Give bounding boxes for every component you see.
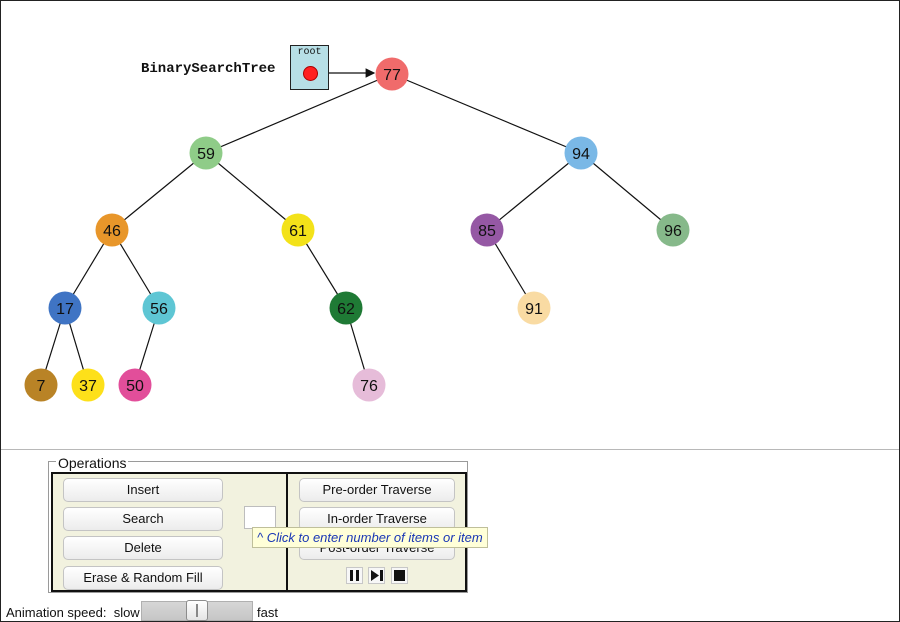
root-label: root xyxy=(297,47,322,58)
speed-slider-thumb[interactable] xyxy=(186,600,208,621)
tree-node-circle xyxy=(95,213,129,247)
structure-title: BinarySearchTree xyxy=(141,61,276,77)
input-tooltip: ^ Click to enter number of items or item xyxy=(252,527,488,548)
tree-node-circle xyxy=(564,136,598,170)
tree-node-label: 59 xyxy=(197,146,215,163)
stop-button[interactable] xyxy=(391,567,408,584)
tree-node-label: 77 xyxy=(383,67,401,84)
tree-canvas: 77 59 94 46 61 85 96 17 56 62 91 7 37 50 76 xyxy=(1,1,899,449)
tree-node-label: 50 xyxy=(126,378,144,395)
tree-node-circle xyxy=(48,291,82,325)
tree-node-label: 61 xyxy=(289,223,307,240)
tree-node-label: 85 xyxy=(478,223,496,240)
animation-speed-label: Animation speed: slow xyxy=(6,605,140,620)
item-input[interactable] xyxy=(244,506,276,529)
tree-node-circle xyxy=(71,368,105,402)
tree-node-label: 17 xyxy=(56,301,74,318)
pause-button[interactable] xyxy=(346,567,363,584)
preorder-traverse-button[interactable]: Pre-order Traverse xyxy=(299,478,455,502)
pause-icon xyxy=(350,570,359,581)
tree-node-label: 96 xyxy=(664,223,682,240)
tree-node-77[interactable]: 77 xyxy=(375,57,409,91)
tree-node-circle xyxy=(375,57,409,91)
tree-node-circle xyxy=(517,291,551,325)
tree-node-label: 94 xyxy=(572,146,590,163)
erase-random-fill-button[interactable]: Erase & Random Fill xyxy=(63,566,223,590)
tree-node-62[interactable]: 62 xyxy=(329,291,363,325)
speed-slow-label: slow xyxy=(113,605,140,620)
insert-button[interactable]: Insert xyxy=(63,478,223,502)
tree-node-circle xyxy=(470,213,504,247)
root-pointer-dot xyxy=(303,66,318,81)
tree-node-label: 7 xyxy=(37,378,46,395)
tree-node-label: 91 xyxy=(525,301,543,318)
tree-node-46[interactable]: 46 xyxy=(95,213,129,247)
tree-edge-94-96 xyxy=(580,152,674,231)
tree-node-circle xyxy=(142,291,176,325)
tree-node-label: 37 xyxy=(79,378,97,395)
delete-button[interactable]: Delete xyxy=(63,536,223,560)
tree-node-circle xyxy=(24,368,58,402)
tree-node-circle xyxy=(329,291,363,325)
tree-node-37[interactable]: 37 xyxy=(71,368,105,402)
tree-edge-59-61 xyxy=(205,152,299,231)
step-button[interactable] xyxy=(368,567,385,584)
stop-icon xyxy=(394,570,405,581)
tree-edge-59-46 xyxy=(111,152,207,231)
tree-node-circle xyxy=(118,368,152,402)
tree-node-circle xyxy=(656,213,690,247)
tree-node-85[interactable]: 85 xyxy=(470,213,504,247)
tree-node-76[interactable]: 76 xyxy=(352,368,386,402)
tree-node-label: 56 xyxy=(150,301,168,318)
speed-title: Animation speed: xyxy=(6,605,107,620)
tree-node-17[interactable]: 17 xyxy=(48,291,82,325)
tree-edge-77-94 xyxy=(391,73,582,154)
tree-node-circle xyxy=(189,136,223,170)
tree-edge-77-59 xyxy=(205,73,393,154)
tree-node-7[interactable]: 7 xyxy=(24,368,58,402)
search-button[interactable]: Search xyxy=(63,507,223,531)
tree-node-96[interactable]: 96 xyxy=(656,213,690,247)
step-icon xyxy=(370,570,383,581)
tree-node-label: 76 xyxy=(360,378,378,395)
operations-legend: Operations xyxy=(56,455,129,471)
tree-drawing: 77 59 94 46 61 85 96 17 56 62 91 7 37 50 76 xyxy=(24,57,690,402)
tree-node-circle xyxy=(281,213,315,247)
tree-node-91[interactable]: 91 xyxy=(517,291,551,325)
tree-node-94[interactable]: 94 xyxy=(564,136,598,170)
speed-fast-label: fast xyxy=(257,605,278,620)
root-pointer-box: root xyxy=(290,45,329,90)
tree-node-50[interactable]: 50 xyxy=(118,368,152,402)
tree-node-label: 62 xyxy=(337,301,355,318)
tree-node-61[interactable]: 61 xyxy=(281,213,315,247)
tree-edge-94-85 xyxy=(486,152,582,231)
tree-node-59[interactable]: 59 xyxy=(189,136,223,170)
tree-node-label: 46 xyxy=(103,223,121,240)
panel-divider xyxy=(1,449,899,450)
tree-node-circle xyxy=(352,368,386,402)
tree-node-56[interactable]: 56 xyxy=(142,291,176,325)
